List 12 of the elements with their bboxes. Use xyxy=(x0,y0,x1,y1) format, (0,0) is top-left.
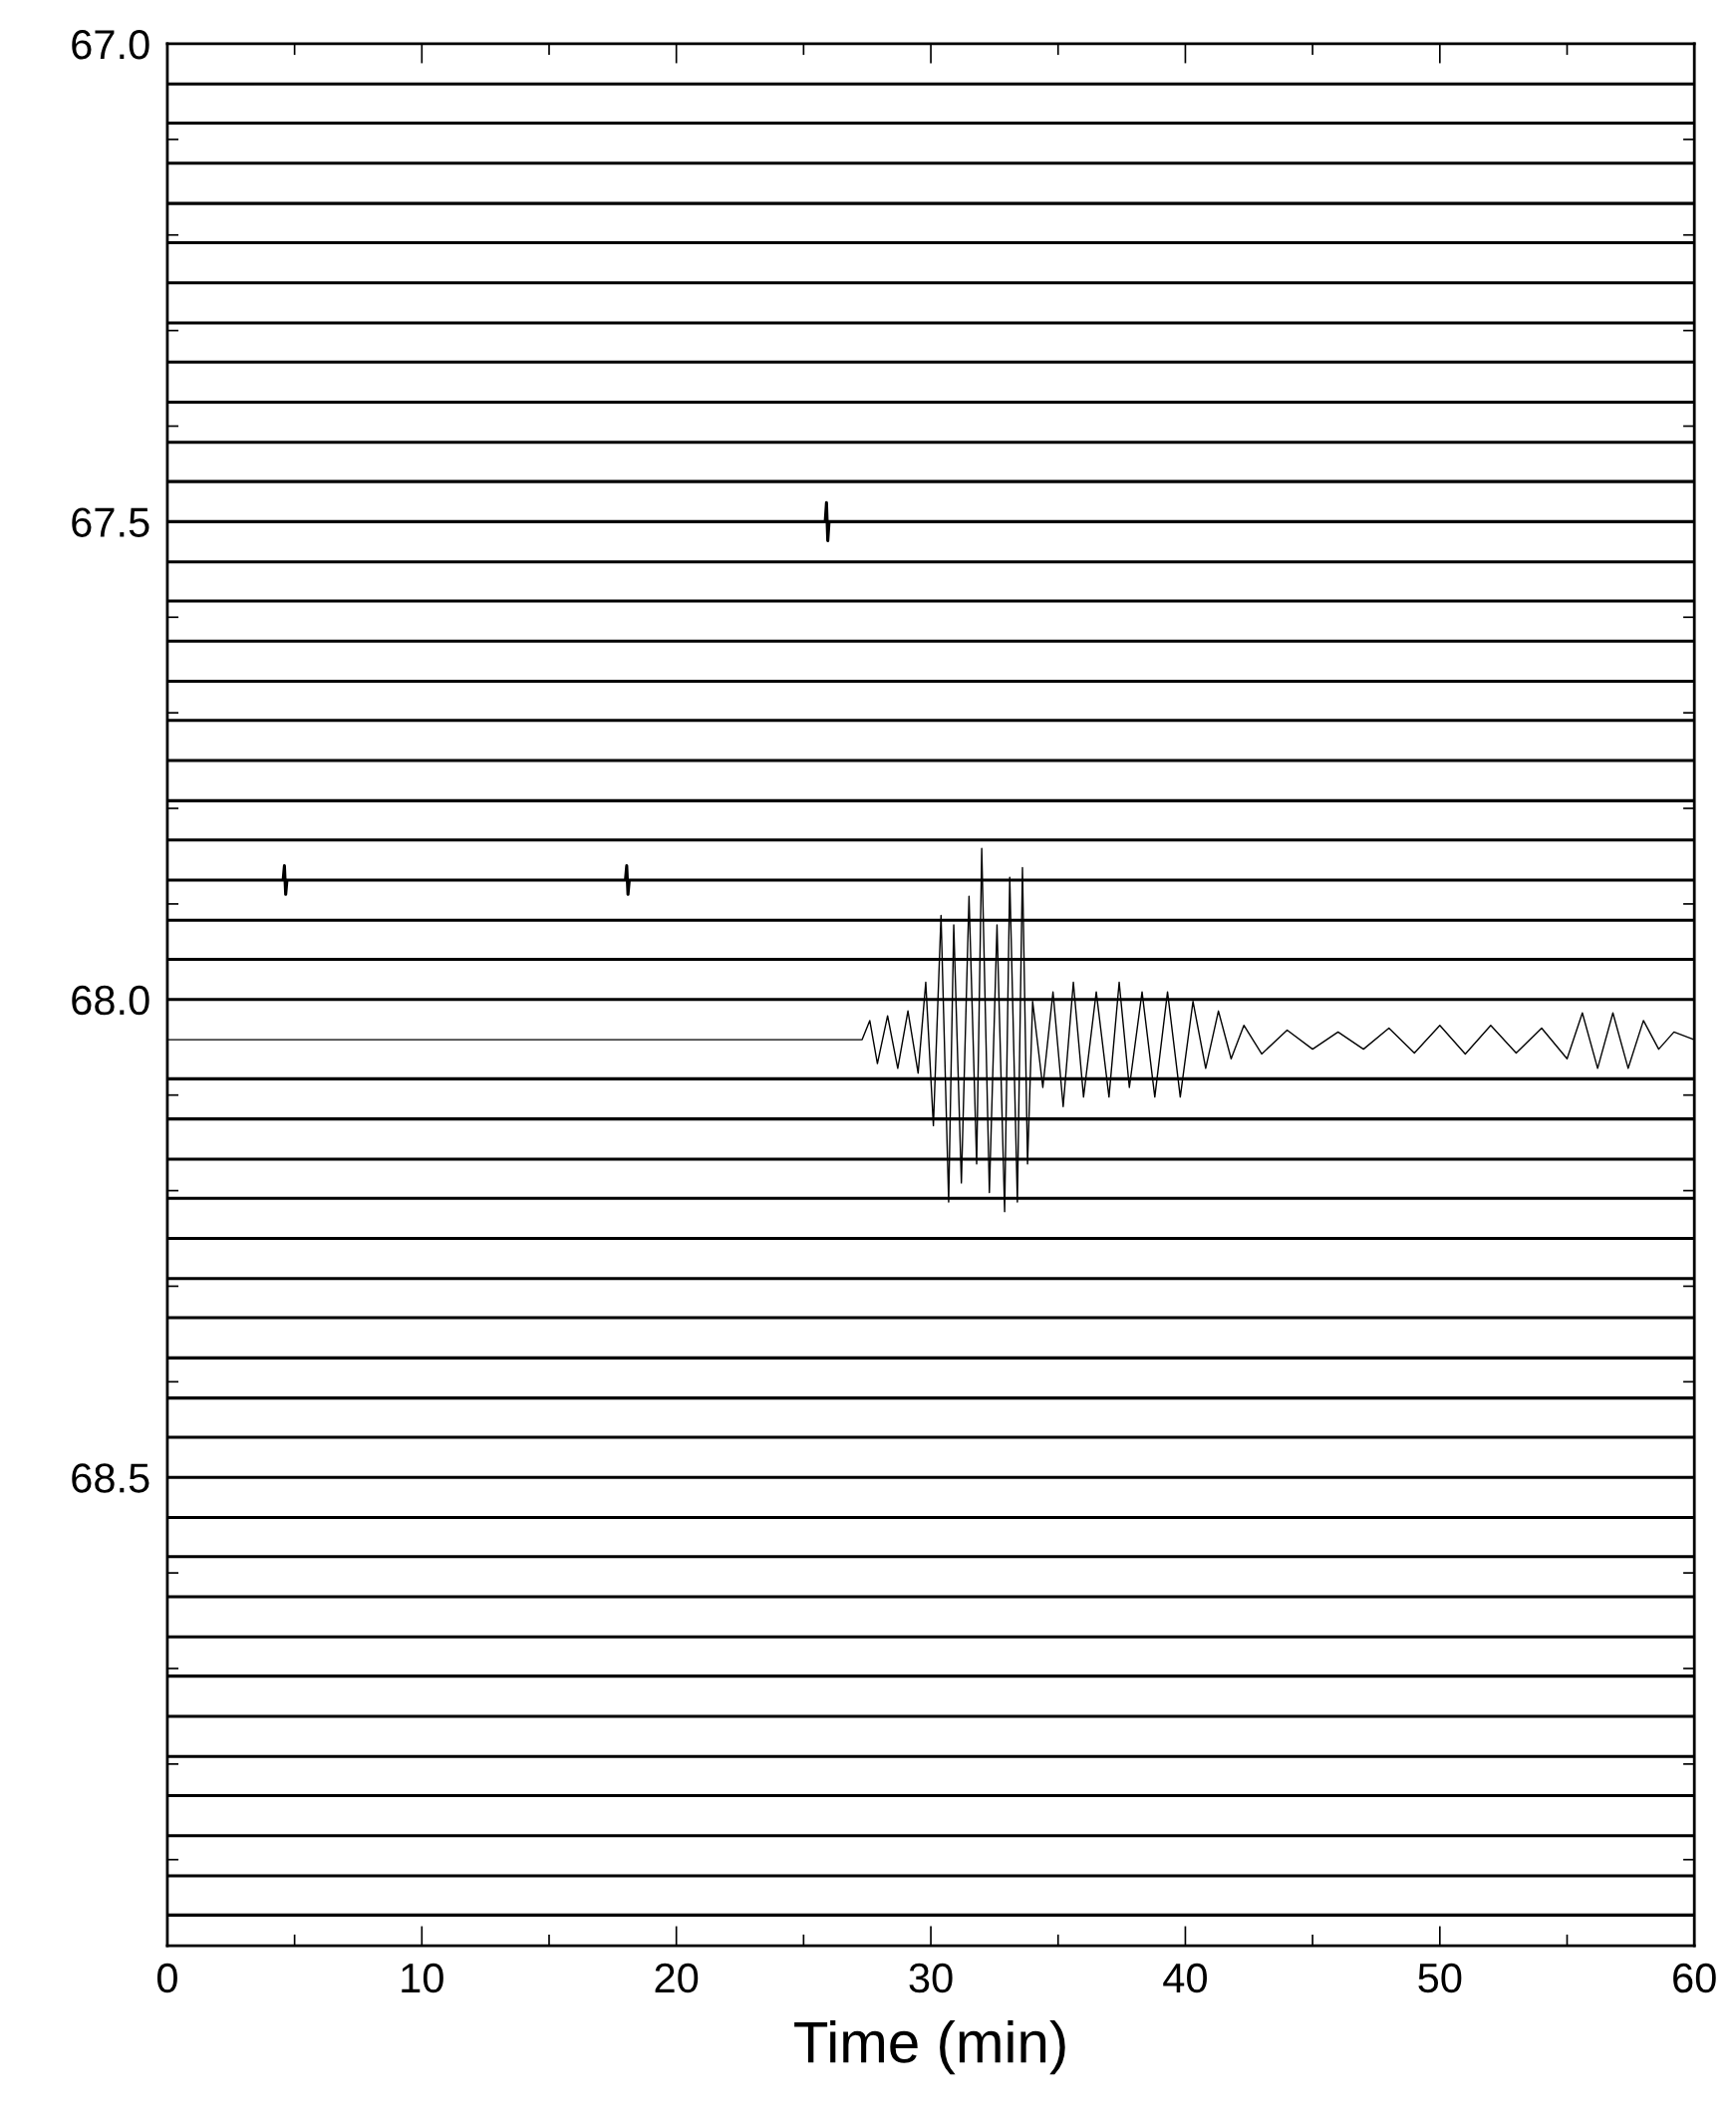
x-tick-label: 30 xyxy=(909,1963,953,1993)
x-tick-label: 60 xyxy=(1673,1963,1716,1993)
x-tick-label: 10 xyxy=(402,1963,443,1993)
y-tick-label: 67.0 xyxy=(72,29,149,60)
x-tick-label: 40 xyxy=(1163,1963,1207,1993)
y-tick-label: 68.0 xyxy=(72,985,149,1016)
y-tick-label: 68.5 xyxy=(72,1463,149,1493)
x-tick-label: 20 xyxy=(655,1963,699,1993)
x-tick-label: 0 xyxy=(156,1963,177,1993)
y-tick-label: 67.5 xyxy=(72,507,149,537)
x-axis-title: Time (min) xyxy=(794,2019,1065,2075)
x-tick-label: 50 xyxy=(1418,1963,1462,1993)
